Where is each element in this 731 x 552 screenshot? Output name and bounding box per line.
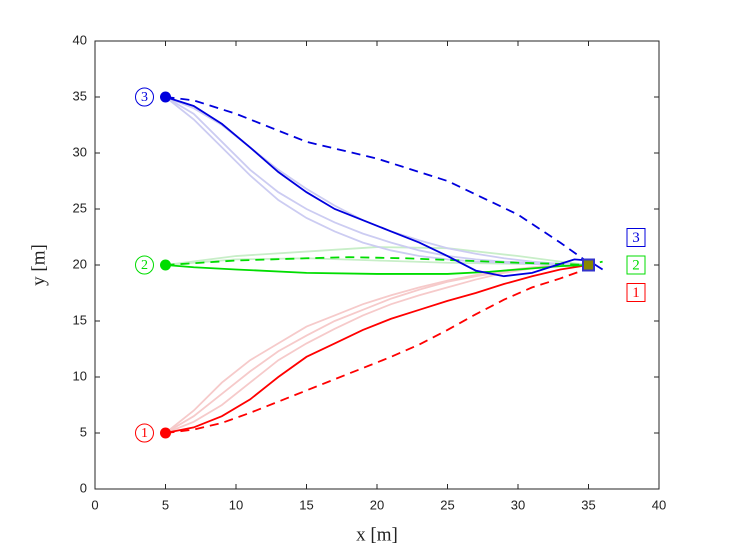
x-tick-label: 40 xyxy=(652,497,666,512)
x-tick-label: 20 xyxy=(370,497,384,512)
start-point xyxy=(160,259,171,271)
x-tick-label: 35 xyxy=(581,497,595,512)
trajectory xyxy=(165,264,589,434)
goal-label: 2 xyxy=(632,257,640,273)
trajectory xyxy=(165,96,604,278)
goal-label: 3 xyxy=(632,230,640,246)
start-label-ring xyxy=(135,87,154,107)
goal-label-box xyxy=(626,228,646,247)
trajectory xyxy=(165,96,590,264)
x-tick-label: 25 xyxy=(440,497,454,512)
goal-label: 1 xyxy=(632,285,640,301)
start-point xyxy=(160,91,171,103)
y-tick-label: 25 xyxy=(73,200,87,215)
x-tick-label: 5 xyxy=(162,497,169,512)
start-label: 3 xyxy=(141,90,148,105)
start-label-ring xyxy=(135,255,154,275)
y-tick-label: 10 xyxy=(73,368,87,383)
goal-label-box xyxy=(626,255,646,275)
start-label: 1 xyxy=(141,426,148,441)
x-tick-label: 15 xyxy=(299,497,313,512)
start-label-ring xyxy=(135,423,154,443)
y-tick-label: 35 xyxy=(73,88,87,103)
y-tick-label: 0 xyxy=(80,480,87,495)
start-point xyxy=(160,427,171,439)
goal xyxy=(582,258,595,272)
x-tick-label: 30 xyxy=(511,497,525,512)
trajectory xyxy=(165,264,589,434)
y-tick-label: 20 xyxy=(73,256,87,271)
trajectory xyxy=(165,264,589,275)
x-tick-label: 0 xyxy=(91,497,98,512)
y-axis-label: y [m] xyxy=(28,244,49,286)
y-tick-label: 40 xyxy=(73,32,87,47)
trajectory xyxy=(165,267,589,434)
y-tick-label: 30 xyxy=(73,144,87,159)
start-label: 2 xyxy=(141,258,148,273)
trajectory xyxy=(165,256,603,266)
y-tick-label: 15 xyxy=(73,312,87,327)
y-tick-label: 5 xyxy=(80,424,87,439)
x-axis-label: x [m] xyxy=(356,524,398,545)
x-tick-label: 10 xyxy=(229,497,243,512)
goal-label-box xyxy=(626,283,646,302)
